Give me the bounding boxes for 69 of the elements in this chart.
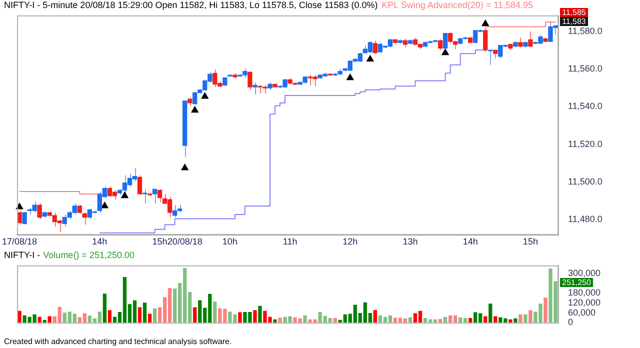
bar (468, 318, 472, 323)
y-tick-label: 11,520.0 (568, 138, 602, 149)
bar (273, 319, 277, 323)
bar (152, 308, 157, 323)
bar (102, 294, 107, 323)
y-tick-label: 60,000 (568, 307, 596, 318)
bar (142, 302, 147, 323)
y-tick-label: 11,480.0 (568, 214, 602, 224)
bar (303, 315, 307, 323)
x-tick-label: 15h (152, 236, 168, 246)
bar (38, 316, 42, 323)
bar (438, 319, 442, 323)
text: 251,250 (560, 278, 593, 287)
y-tick-label: 300,000 (568, 268, 601, 278)
bar (278, 318, 282, 323)
bar (408, 317, 412, 323)
text: Created with advanced charting and technical analysis software. (4, 337, 232, 347)
point (191, 106, 198, 113)
y-tick-label: 11,540.0 (568, 101, 602, 112)
y-tick-label: 0 (568, 317, 574, 328)
x-tick-label: 14h (462, 236, 478, 246)
point (201, 92, 208, 99)
bar (484, 316, 488, 323)
x-tick-label: 20/08/18 (167, 236, 202, 246)
text: 11,585 (560, 8, 588, 17)
y-tick-label: 11,560.0 (568, 64, 602, 74)
bar (148, 314, 152, 323)
bar (258, 306, 262, 323)
bar (18, 310, 22, 323)
bar (238, 312, 242, 323)
bar (544, 298, 548, 323)
text: Volume() = 251,250.00 (42, 250, 136, 260)
point (121, 192, 128, 198)
bar (48, 316, 52, 323)
text: 11,583 (560, 17, 588, 26)
x-tick-label: 17/08/18 (2, 236, 38, 246)
bar (333, 318, 337, 323)
bar (494, 316, 498, 323)
bar (108, 310, 112, 323)
x-tick-label: 11h (282, 236, 298, 246)
y-tick-label: 120,000 (568, 297, 601, 308)
chart-title: NIFTY-I - 5-minute 20/08/18 15:29:00 Open 11582, Hi 11583, Lo 11578.5, Close 11583 (0.0%) (3, 0, 379, 10)
point (181, 164, 188, 170)
y-tick-label: 180,000 (568, 288, 601, 298)
x-tick-label: 13h (402, 236, 418, 246)
point (366, 55, 374, 62)
bar (528, 310, 532, 323)
bar (514, 318, 518, 323)
chart-title: NIFTY-I - (3, 250, 42, 260)
bar (138, 307, 142, 323)
x-tick-label: 14h (92, 236, 108, 246)
bar (443, 316, 448, 323)
point (346, 74, 354, 80)
series-label: KPL Swing Advanced(20) = 11,584.95 (380, 0, 534, 10)
bar (193, 307, 197, 323)
point (442, 48, 449, 56)
y-tick-label: 11,500.0 (568, 176, 602, 186)
bar (488, 304, 492, 323)
x-tick-label: 12h (342, 236, 358, 246)
bar (213, 302, 217, 323)
bar (518, 314, 522, 323)
bar (524, 314, 528, 323)
point (482, 20, 489, 26)
bar (253, 310, 257, 323)
y-tick-label: 11,580.0 (568, 26, 602, 36)
x-tick-label: 10h (222, 236, 238, 246)
x-tick-label: 15h (522, 236, 538, 246)
bar (373, 310, 378, 323)
point (101, 202, 108, 208)
